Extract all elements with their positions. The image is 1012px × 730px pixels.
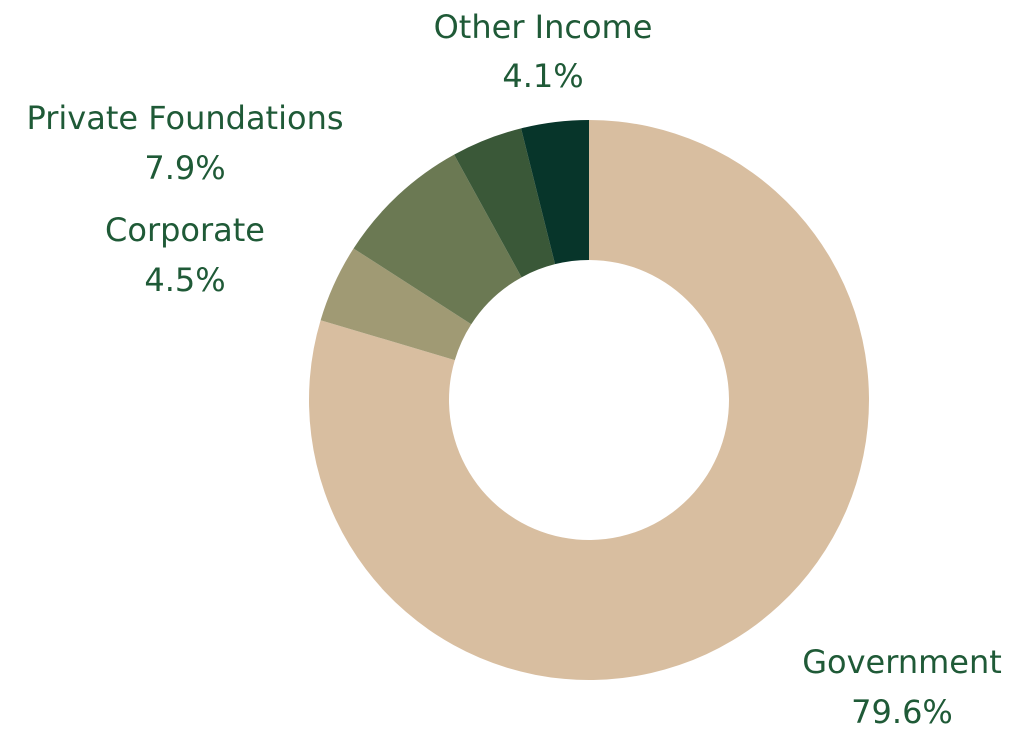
slice-government: [308, 120, 869, 680]
slice-unlabeled: [521, 120, 589, 265]
slice-value-corporate: 4.5%: [144, 261, 225, 299]
slice-label-other-income: Other Income: [434, 8, 653, 46]
slice-label-private-foundations: Private Foundations: [26, 99, 343, 137]
slice-value-private-foundations: 7.9%: [144, 149, 225, 187]
slice-labels: Government 79.6% Corporate 4.5% Private Foun…: [26, 8, 1001, 730]
slice-label-corporate: Corporate: [105, 211, 265, 249]
slice-label-government: Government: [802, 643, 1002, 681]
slice-corporate: [320, 248, 472, 361]
slice-value-government: 79.6%: [851, 693, 953, 730]
slice-value-other-income: 4.1%: [502, 57, 583, 95]
donut-slices: [308, 120, 869, 680]
slice-private-foundations: [353, 154, 522, 325]
slice-other-income: [454, 128, 556, 278]
